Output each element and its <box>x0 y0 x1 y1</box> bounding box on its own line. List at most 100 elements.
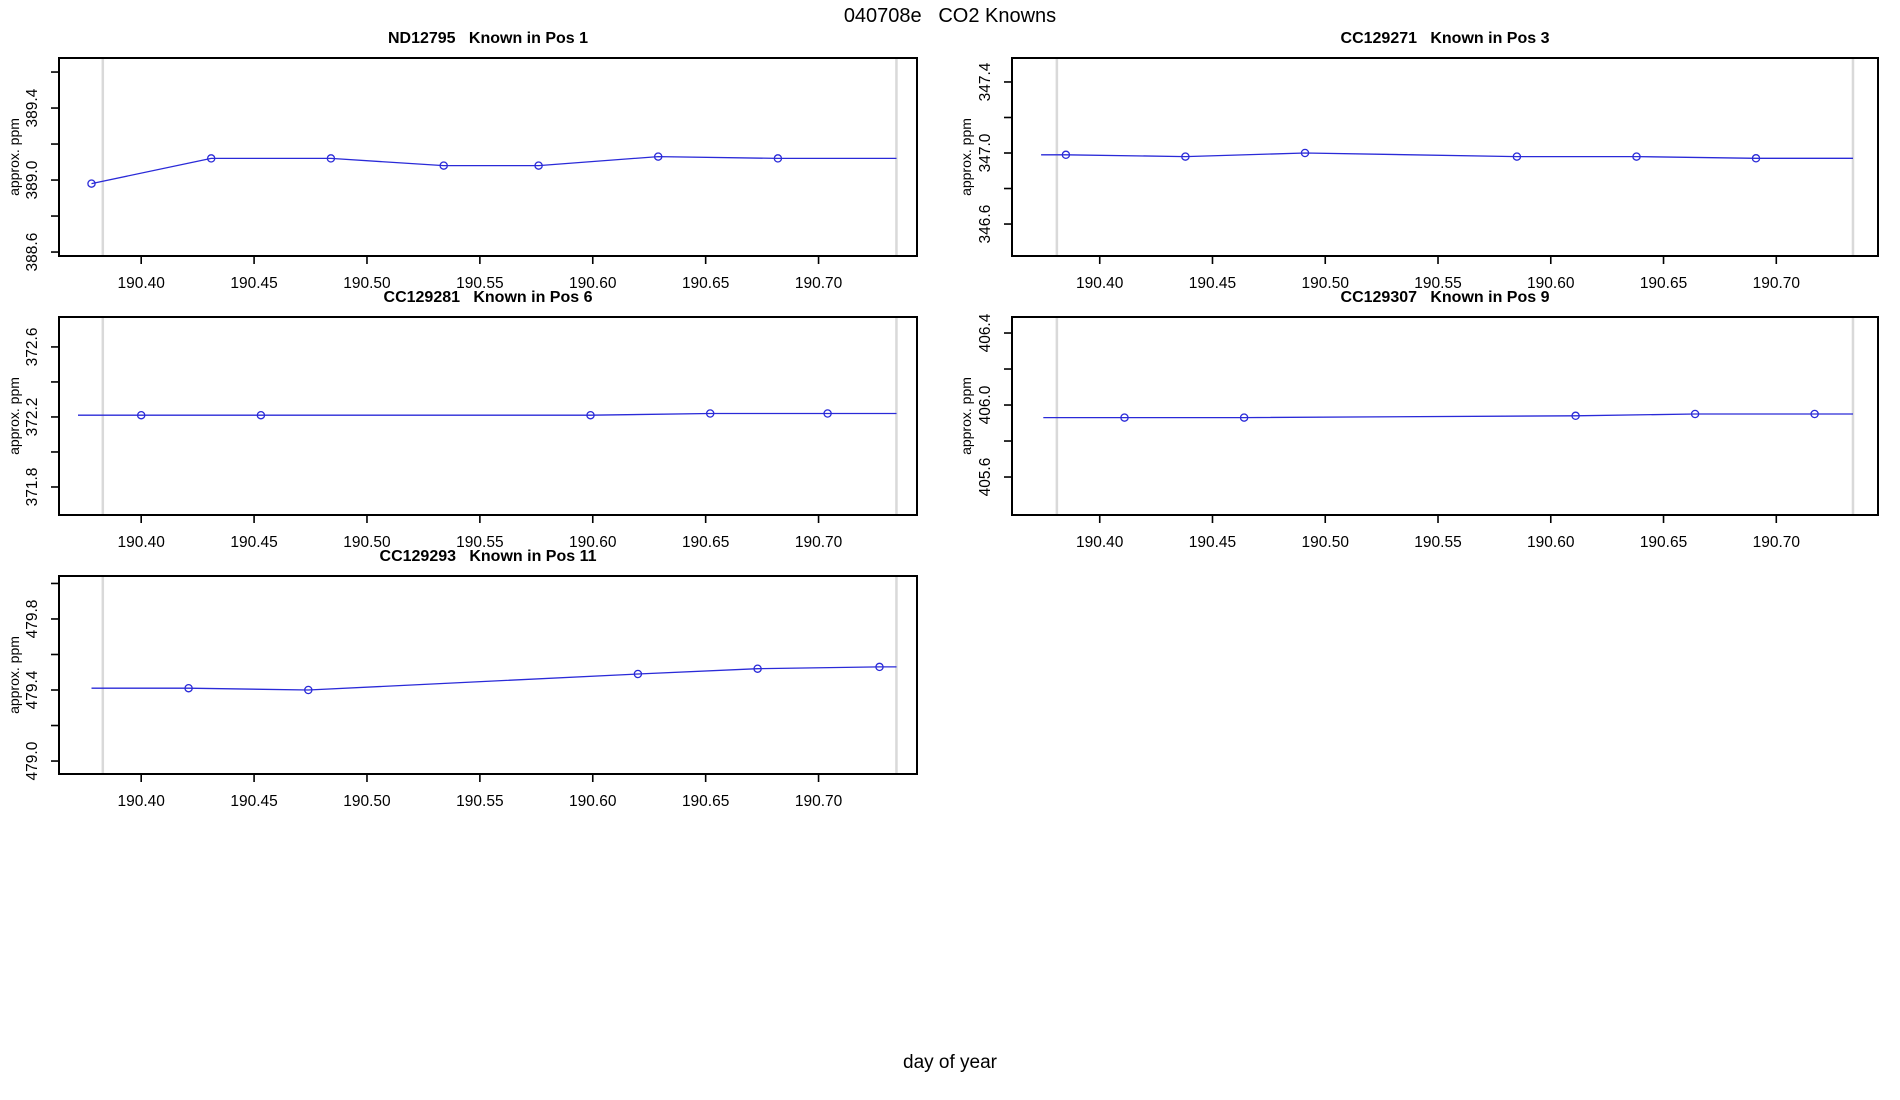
x-tick-label: 190.55 <box>456 275 503 292</box>
data-point-marker <box>304 685 313 695</box>
x-tick-label: 190.55 <box>456 534 503 551</box>
data-line <box>78 412 897 416</box>
y-tick-label: 479.8 <box>24 600 41 639</box>
x-tick-label: 190.60 <box>1527 275 1575 292</box>
y-tick-label: 372.2 <box>24 398 41 437</box>
data-point-marker <box>534 161 543 170</box>
data-point-marker <box>753 664 762 673</box>
data-point-marker <box>1571 411 1580 421</box>
x-tick-label: 190.55 <box>456 793 503 810</box>
data-point-marker <box>1300 148 1310 158</box>
y-tick-label: 406.0 <box>977 385 994 424</box>
x-tick-label: 190.65 <box>682 793 729 810</box>
x-tick-label: 190.60 <box>569 534 617 551</box>
y-tick-label: 479.0 <box>24 741 41 780</box>
data-point-marker <box>1632 152 1641 161</box>
data-point-marker <box>823 409 832 418</box>
data-point-marker <box>586 410 595 420</box>
data-point-marker <box>1061 150 1071 160</box>
x-tick-label: 190.45 <box>230 534 277 551</box>
panel-title-pos3: CC129271 Known in Pos 3 <box>1340 30 1550 47</box>
data-point-marker <box>653 152 663 161</box>
data-point-marker <box>1120 413 1129 422</box>
data-point-marker <box>773 154 783 163</box>
x-tick-label: 190.50 <box>1302 275 1350 292</box>
x-tick-label: 190.50 <box>343 275 391 292</box>
x-tick-label: 190.70 <box>795 793 843 810</box>
data-point-marker <box>439 161 448 170</box>
x-tick-label: 190.50 <box>343 534 391 551</box>
plot-panel-2: 190.40 190.45 190.50 190.55 190.60 190.65 190.… <box>24 316 918 551</box>
x-tick-label: 190.50 <box>1302 534 1350 551</box>
x-tick-label: 190.40 <box>1076 534 1124 551</box>
plot-frame <box>1011 57 1879 257</box>
x-tick-label: 190.60 <box>569 275 617 292</box>
x-tick-label: 190.60 <box>1527 534 1575 551</box>
y-tick-label: 346.6 <box>977 205 994 244</box>
y-tick-label: 479.4 <box>24 670 41 709</box>
data-point-marker <box>87 179 96 188</box>
data-line <box>1041 152 1853 159</box>
data-line <box>91 155 897 185</box>
y-tick-label: 389.0 <box>24 160 41 199</box>
panel-title-pos11: CC129293 Known in Pos 11 <box>379 548 597 565</box>
x-tick-label: 190.50 <box>343 793 391 810</box>
x-tick-label: 190.45 <box>1189 534 1236 551</box>
x-tick-label: 190.40 <box>1076 275 1124 292</box>
y-tick-label: 371.8 <box>24 468 41 507</box>
data-point-marker <box>206 154 216 163</box>
data-point-marker <box>1690 409 1700 419</box>
y-tick-label: 347.0 <box>977 133 994 172</box>
panel-title-pos9: CC129307 Known in Pos 9 <box>1340 289 1550 306</box>
plot-panel-4: 190.40 190.45 190.50 190.55 190.60 190.65 190.… <box>24 575 918 810</box>
data-point-marker <box>633 669 643 679</box>
x-tick-label: 190.45 <box>1189 275 1236 292</box>
data-point-marker <box>326 154 336 163</box>
data-point-marker <box>1751 154 1761 163</box>
x-tick-label: 190.40 <box>117 793 165 810</box>
y-tick-label: 406.4 <box>977 313 994 352</box>
data-point-marker <box>875 662 884 672</box>
data-point-marker <box>1512 152 1522 161</box>
data-point-marker <box>1810 409 1819 419</box>
data-point-marker <box>1239 413 1249 422</box>
main-title: 040708e CO2 Knowns <box>843 5 1057 27</box>
y-tick-label: 388.6 <box>24 233 41 272</box>
plot-panel-1: 190.40 190.45 190.50 190.55 190.60 190.65 190.… <box>977 57 1879 292</box>
x-tick-label: 190.60 <box>569 793 617 810</box>
data-point-marker <box>705 409 715 418</box>
y-tick-label: 372.6 <box>24 328 41 367</box>
x-tick-label: 190.45 <box>230 275 277 292</box>
x-tick-label: 190.70 <box>1753 275 1801 292</box>
y-tick-label: 405.6 <box>977 458 994 497</box>
plot-panel-3: 190.40 190.45 190.50 190.55 190.60 190.65 190.… <box>977 313 1879 551</box>
x-tick-label: 190.65 <box>1640 534 1687 551</box>
plot-frame <box>58 575 918 775</box>
data-point-marker <box>184 683 193 693</box>
x-tick-label: 190.55 <box>1414 534 1461 551</box>
data-line <box>91 666 897 691</box>
x-axis-title: day of year <box>903 1052 997 1073</box>
x-tick-label: 190.45 <box>230 793 277 810</box>
x-tick-label: 190.65 <box>682 534 729 551</box>
y-tick-label: 389.4 <box>24 88 41 127</box>
plot-frame <box>58 316 918 516</box>
panel-title-pos6: CC129281 Known in Pos 6 <box>383 289 593 306</box>
x-tick-label: 190.55 <box>1414 275 1461 292</box>
x-tick-label: 190.40 <box>117 275 165 292</box>
panel-title-pos1: ND12795 Known in Pos 1 <box>387 30 589 47</box>
data-point-marker <box>1181 152 1190 161</box>
x-tick-label: 190.70 <box>1753 534 1801 551</box>
x-tick-label: 190.70 <box>795 534 843 551</box>
plot-panel-0: 190.40 190.45 190.50 190.55 190.60 190.65 190.… <box>24 57 918 292</box>
x-tick-label: 190.70 <box>795 275 843 292</box>
x-tick-label: 190.65 <box>682 275 729 292</box>
data-point-marker <box>256 410 266 420</box>
plot-frame <box>1011 316 1879 516</box>
y-tick-label: 347.4 <box>977 62 994 101</box>
plot-frame <box>58 57 918 257</box>
data-point-marker <box>136 410 146 420</box>
data-line <box>1043 413 1853 419</box>
